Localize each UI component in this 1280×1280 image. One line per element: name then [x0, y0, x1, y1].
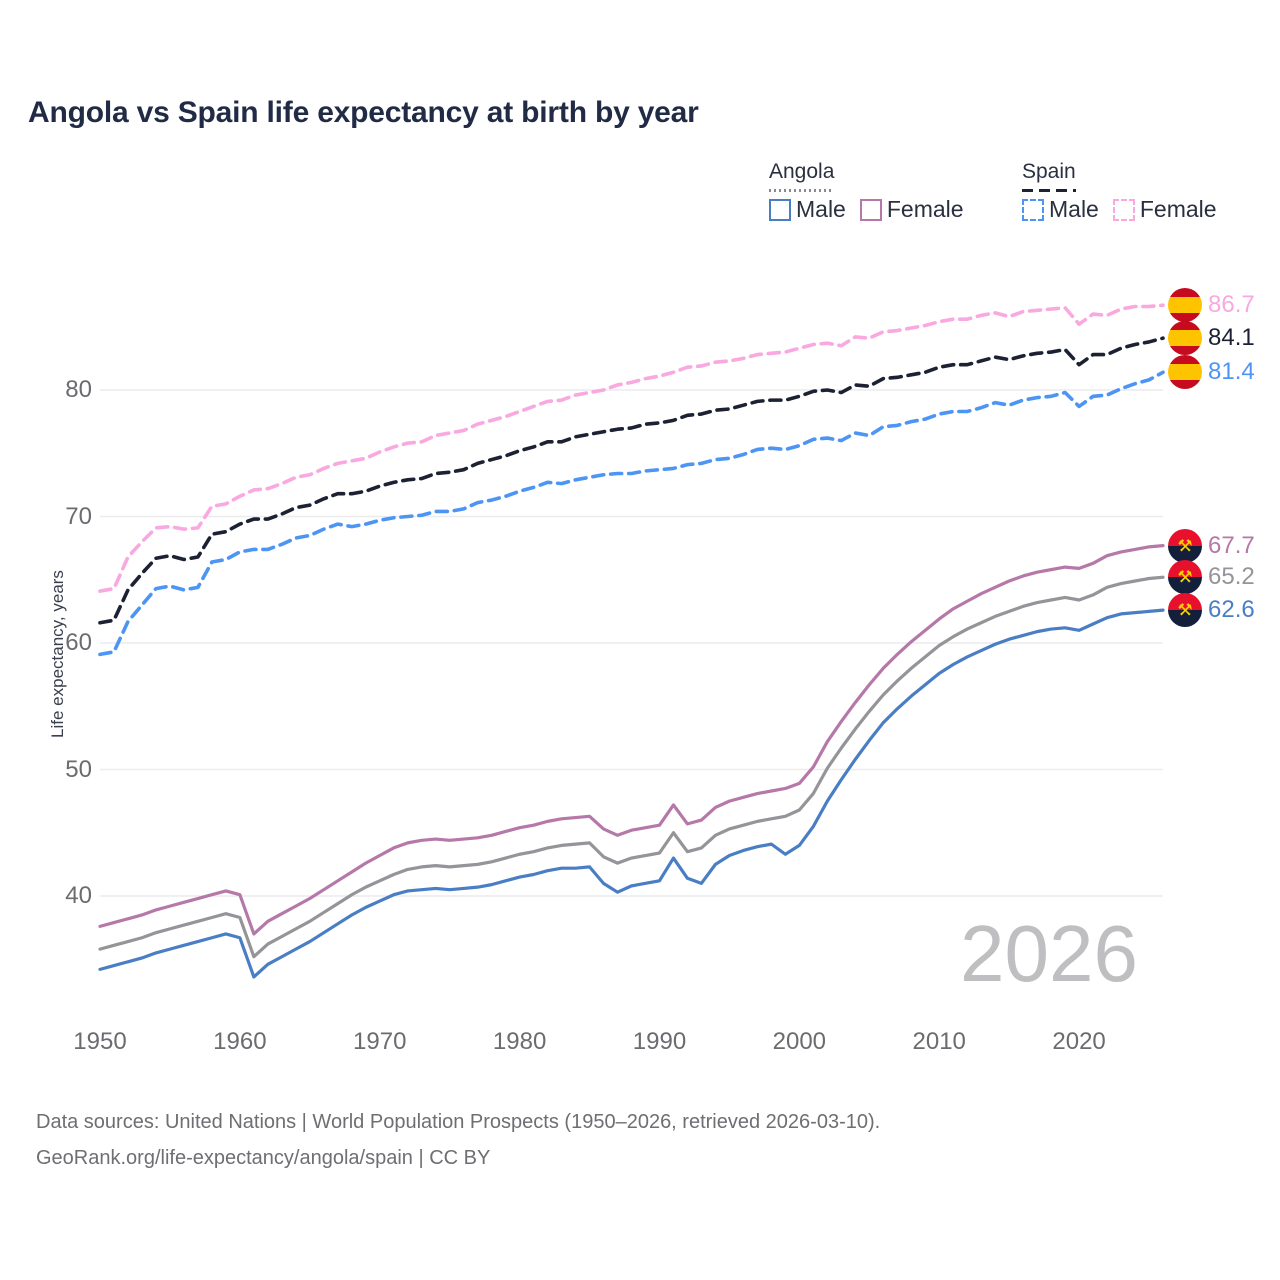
legend-item-angola-male[interactable]: Male: [769, 198, 846, 221]
end-label-angola-female: ⚒ 67.7: [1168, 528, 1255, 563]
chart-legend: Angola Male Female Spain Male: [760, 160, 1260, 240]
square-outline-icon: [769, 198, 791, 221]
legend-label-angola-male: Male: [796, 196, 846, 222]
legend-group-title-spain: Spain: [1022, 160, 1076, 183]
series-line-angola-female: [98, 544, 1165, 936]
angola-flag-icon: ⚒: [1168, 560, 1202, 595]
end-label-value: 84.1: [1208, 324, 1255, 352]
spain-flag-icon: [1168, 355, 1202, 390]
series-line-spain-male: [98, 370, 1165, 657]
y-axis-tick-60: 60: [65, 629, 92, 656]
footer-line-2: GeoRank.org/life-expectancy/angola/spain…: [36, 1147, 491, 1169]
end-label-value: 86.7: [1208, 291, 1255, 319]
angola-flag-icon: ⚒: [1168, 593, 1202, 628]
legend-group-spain: Spain Male Female: [1022, 160, 1217, 221]
x-axis-tick-1980: 1980: [492, 1028, 547, 1055]
y-axis-tick-70: 70: [65, 502, 92, 530]
spain-flag-icon: [1168, 321, 1202, 356]
x-axis-tick-2000: 2000: [772, 1028, 827, 1055]
series-line-angola-total: [98, 575, 1165, 959]
end-label-spain-total: 84.1: [1168, 321, 1255, 356]
square-dashed-icon: [1022, 198, 1044, 221]
end-label-value: 67.7: [1208, 531, 1255, 559]
year-watermark: 2026: [960, 909, 1138, 998]
end-label-angola-male: ⚒ 62.6: [1168, 593, 1255, 628]
end-label-value: 81.4: [1208, 358, 1255, 386]
series-line-spain-female: [98, 303, 1165, 593]
y-axis-tick-80: 80: [65, 376, 92, 403]
series-line-spain-total: [98, 336, 1165, 625]
y-axis-tick-40: 40: [65, 882, 92, 909]
legend-group-title-angola: Angola: [769, 160, 835, 183]
end-label-value: 65.2: [1208, 563, 1255, 591]
legend-rule-spain: [1022, 189, 1076, 192]
legend-rule-angola: [769, 189, 835, 192]
legend-item-angola-female[interactable]: Female: [859, 196, 964, 222]
x-axis-tick-1990: 1990: [632, 1028, 687, 1055]
legend-label-angola-female: Female: [886, 196, 964, 222]
end-label-angola-total: ⚒ 65.2: [1168, 560, 1255, 595]
x-axis-tick-2020: 2020: [1052, 1028, 1106, 1055]
end-label-value: 62.6: [1208, 596, 1255, 624]
y-axis-ticks: 40 50 60 70 80: [24, 0, 92, 1280]
y-axis-tick-50: 50: [65, 755, 92, 783]
x-axis-tick-1950: 1950: [73, 1028, 127, 1055]
x-axis-tick-2010: 2010: [912, 1028, 966, 1055]
footer-line-1: Data sources: United Nations | World Pop…: [36, 1111, 881, 1133]
square-dashed-icon: [1112, 198, 1135, 221]
legend-label-spain-female: Female: [1139, 196, 1217, 222]
legend-group-angola: Angola Male Female: [769, 160, 964, 221]
series-line-angola-male: [98, 608, 1165, 979]
spain-flag-icon: [1168, 288, 1202, 323]
x-axis-tick-1960: 1960: [213, 1028, 267, 1055]
angola-flag-icon: ⚒: [1168, 528, 1202, 563]
page-title: Angola vs Spain life expectancy at birth…: [28, 96, 699, 129]
footer-note: Data sources: United Nations | World Pop…: [36, 1104, 880, 1176]
square-outline-icon: [859, 198, 882, 221]
legend-item-spain-female[interactable]: Female: [1112, 196, 1217, 222]
legend-item-spain-male[interactable]: Male: [1022, 198, 1099, 221]
legend-label-spain-male: Male: [1049, 196, 1099, 222]
end-label-spain-male: 81.4: [1168, 355, 1255, 390]
x-axis-tick-1970: 1970: [353, 1028, 407, 1055]
end-label-spain-female: 86.7: [1168, 288, 1255, 323]
